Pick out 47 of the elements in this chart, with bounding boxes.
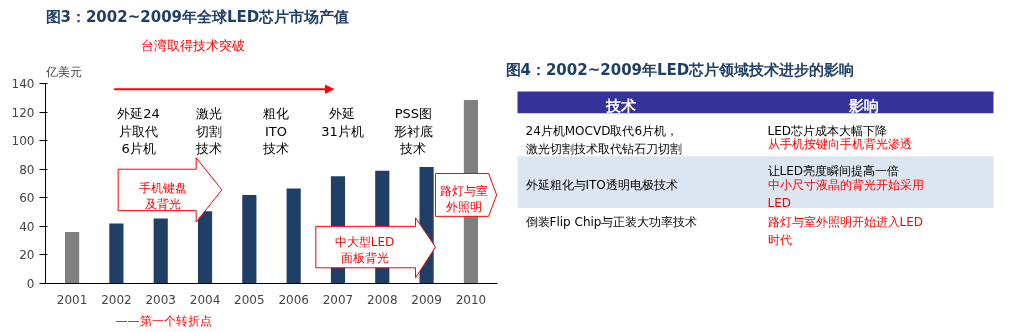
y-tick-label: 120 [11,105,35,120]
text: 24片机MOCVD取代6片机，激光切割技术取代钻石刀切割 [525,123,682,157]
y-tick-label: 40 [19,219,35,234]
annotation: 手机键盘及背光 [138,180,187,211]
chart-title: 图3：2002~2009年全球LED芯片市场产值 [45,7,350,26]
text: 技术 [604,96,636,115]
x-tick-label: 2005 [234,292,265,307]
text: 台湾取得技术突破 [140,37,245,53]
text: 路灯与室外照明开始进入LED时代 [767,215,924,248]
y-tick-label: 80 [19,162,35,177]
y-tick-label: 140 [11,77,35,91]
x-tick-label: 2008 [367,292,398,307]
text: ——第一个转折点 [115,313,212,328]
text: 影响 [847,96,879,115]
bar [153,218,168,284]
bar [65,232,80,284]
y-tick-label: 60 [19,191,35,206]
x-tick-label: 2010 [455,292,487,307]
text: 中小尺寸液晶的背光开始采用LED [767,178,924,211]
text: 外延粗化与ITO透明电极技术 [525,177,678,192]
x-tick-label: 2003 [145,292,176,307]
bar [197,211,213,284]
text: 图4：2002~2009年LED芯片领域技术进步的影响 [505,60,855,79]
y-axis-title: 亿美元 [44,64,82,79]
bar [109,223,124,284]
x-tick-label: 2001 [56,292,88,307]
y-tick-label: 0 [26,277,35,291]
text: 从手机按键向手机背光渗透 [767,137,912,152]
bar [286,188,301,284]
y-tick-label: 100 [11,134,35,149]
annotation: 粗化ITO技术 [261,106,289,156]
text: LED芯片成本大幅下降 [767,123,888,138]
x-tick-label: 2009 [411,292,442,307]
x-tick-label: 2002 [101,292,132,307]
bar [242,194,257,284]
annotation: 激光切割技术 [195,106,223,156]
x-tick-label: 2007 [322,292,354,307]
x-tick-label: 2006 [278,292,309,307]
annotation: 中大型LED面板背光 [334,234,395,266]
y-tick-label: 20 [19,248,35,263]
annotation: 外延31片机 [321,106,364,139]
annotation: PSS图形衬底技术 [393,106,433,156]
annotation: 外延24片取代6片机 [117,106,160,156]
x-tick-label: 2004 [189,292,221,307]
text: 倒装Flip Chip与正装大功率技术 [525,215,698,230]
text: 让LED亮度瞬间提高一倍 [767,164,900,179]
annotation: 路灯与室外照明 [440,183,489,214]
